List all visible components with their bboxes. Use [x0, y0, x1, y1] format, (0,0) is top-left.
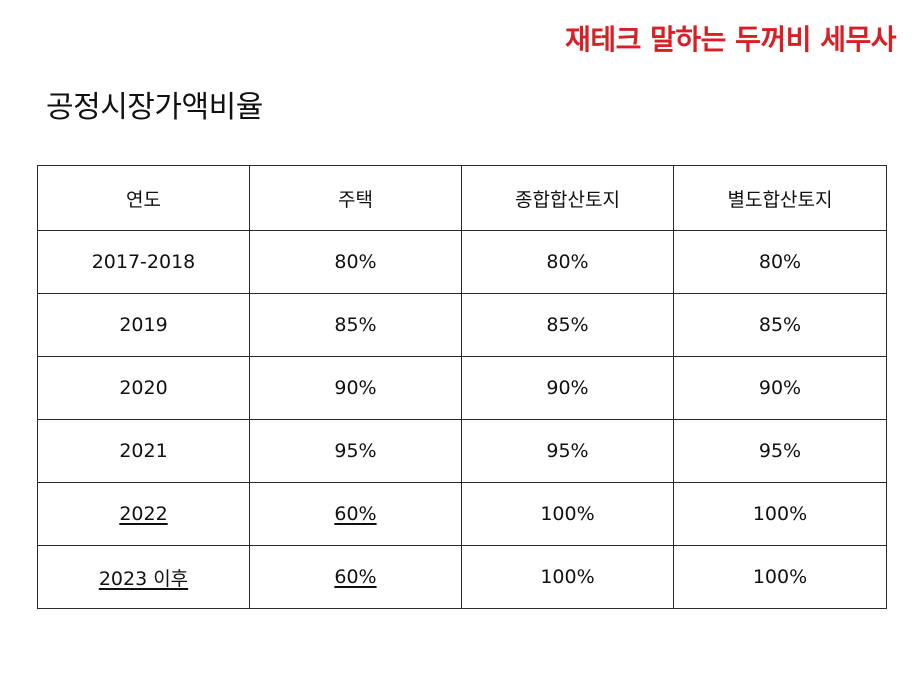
housing-rate-cell: 95% [249, 419, 462, 483]
table-row: 2021 95% 95% 95% [37, 419, 887, 483]
rate-table: 연도 주택 종합합산토지 별도합산토지 2017-2018 80% 80% 80… [37, 165, 887, 609]
separate-land-rate-cell: 100% [673, 545, 887, 609]
comprehensive-land-rate-cell: 100% [461, 482, 674, 546]
separate-land-rate-cell: 85% [673, 293, 887, 357]
year-cell: 2021 [37, 419, 250, 483]
page-title: 공정시장가액비율 [46, 90, 263, 125]
year-cell: 2019 [37, 293, 250, 357]
separate-land-rate-cell: 95% [673, 419, 887, 483]
brand-label: 재테크 말하는 두꺼비 세무사 [565, 23, 896, 56]
comprehensive-land-rate-cell: 80% [461, 230, 674, 294]
housing-rate-cell: 60% [249, 482, 462, 546]
table-row: 2019 85% 85% 85% [37, 293, 887, 357]
housing-rate-cell: 80% [249, 230, 462, 294]
housing-rate-cell: 60% [249, 545, 462, 609]
header-separate-land: 별도합산토지 [673, 165, 887, 231]
comprehensive-land-rate-cell: 85% [461, 293, 674, 357]
year-cell: 2023 이후 [37, 545, 250, 609]
table-row: 2020 90% 90% 90% [37, 356, 887, 420]
year-cell: 2022 [37, 482, 250, 546]
header-housing: 주택 [249, 165, 462, 231]
comprehensive-land-rate-cell: 95% [461, 419, 674, 483]
separate-land-rate-cell: 90% [673, 356, 887, 420]
housing-rate-cell: 90% [249, 356, 462, 420]
separate-land-rate-cell: 100% [673, 482, 887, 546]
comprehensive-land-rate-cell: 90% [461, 356, 674, 420]
header-year: 연도 [37, 165, 250, 231]
separate-land-rate-cell: 80% [673, 230, 887, 294]
header-comprehensive-land: 종합합산토지 [461, 165, 674, 231]
table-row: 2017-2018 80% 80% 80% [37, 230, 887, 294]
table-row: 2022 60% 100% 100% [37, 482, 887, 546]
comprehensive-land-rate-cell: 100% [461, 545, 674, 609]
year-cell: 2020 [37, 356, 250, 420]
table-row: 2023 이후 60% 100% 100% [37, 545, 887, 609]
housing-rate-cell: 85% [249, 293, 462, 357]
table-header-row: 연도 주택 종합합산토지 별도합산토지 [37, 165, 887, 231]
year-cell: 2017-2018 [37, 230, 250, 294]
